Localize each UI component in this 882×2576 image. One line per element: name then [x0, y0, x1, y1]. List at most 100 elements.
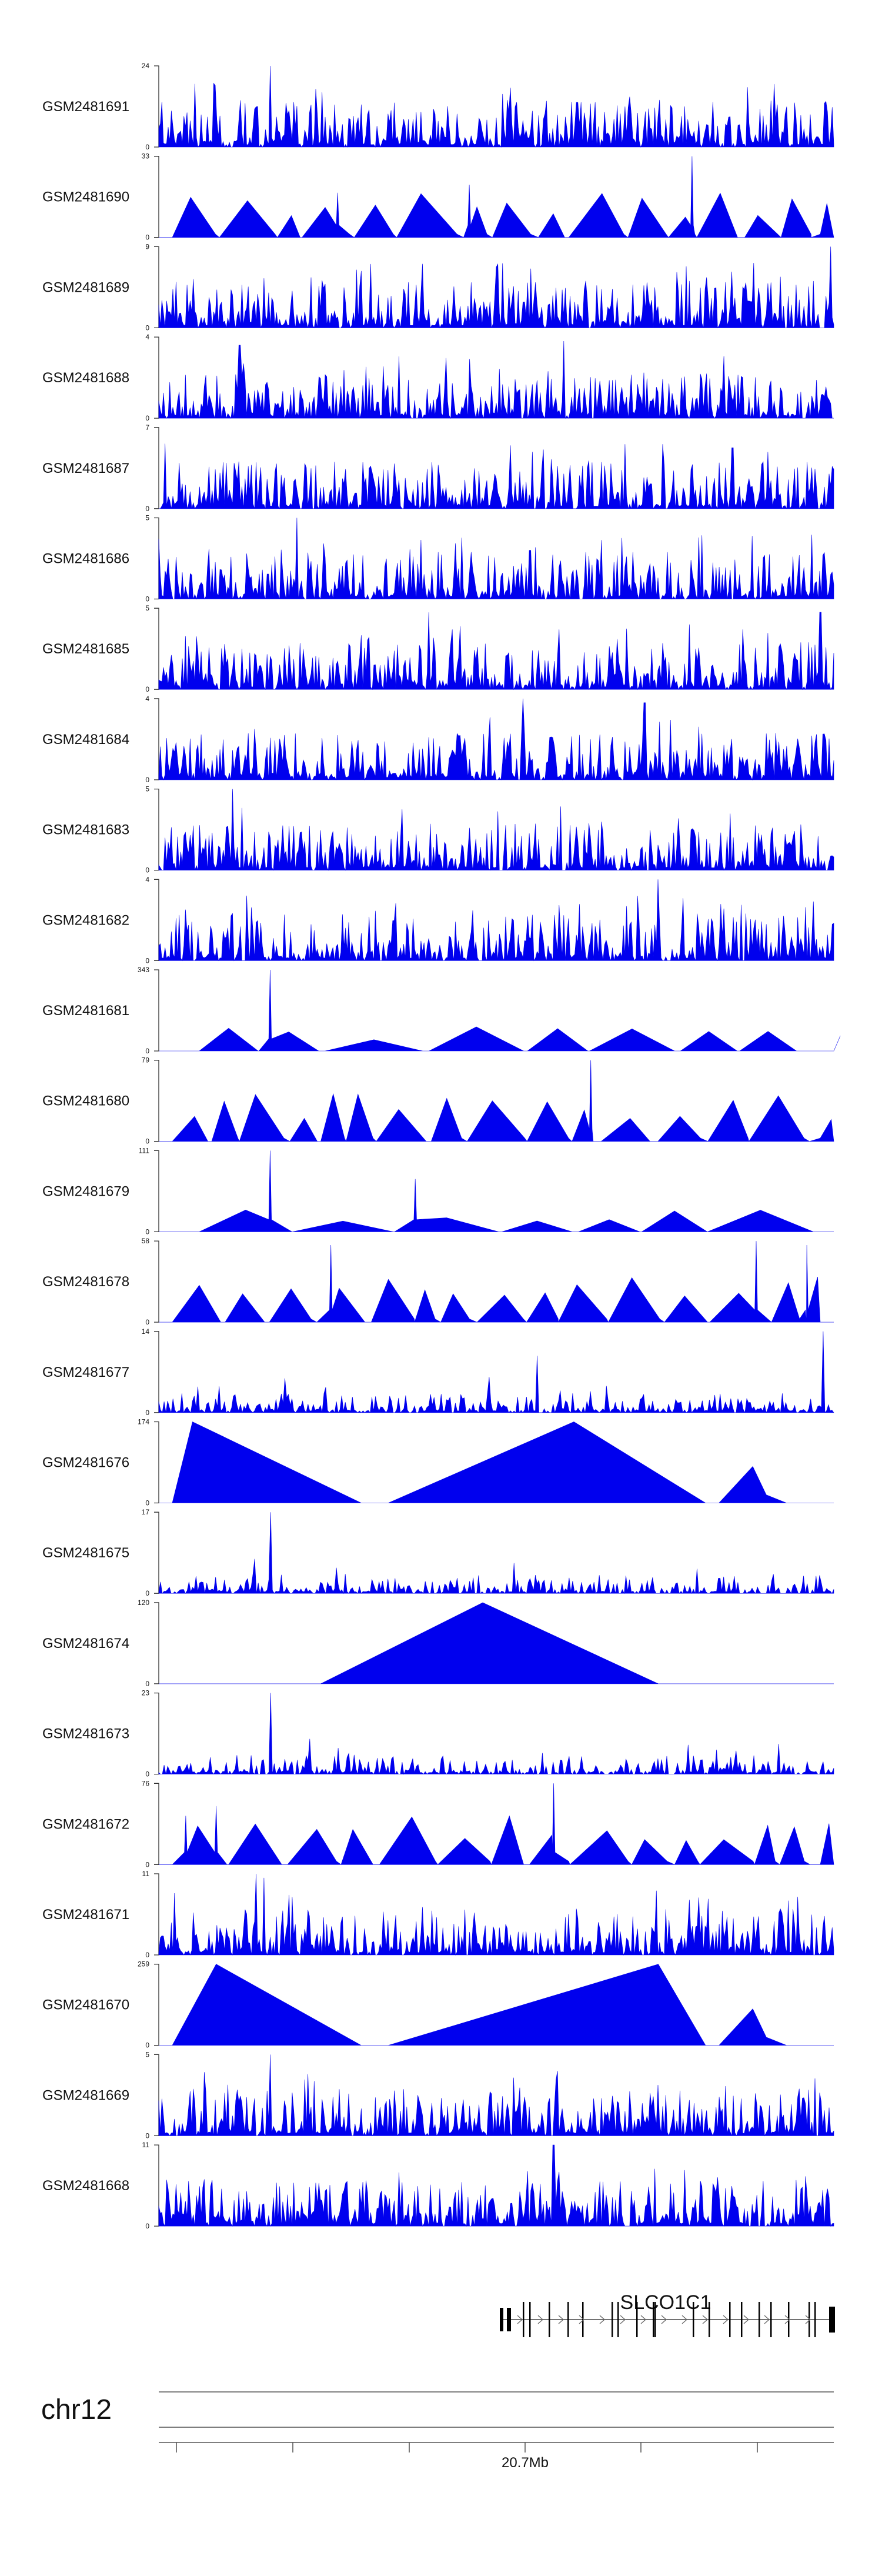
strand-arrow — [681, 2315, 687, 2324]
y-axis — [154, 1150, 159, 1233]
y-axis — [154, 246, 159, 329]
y-min-label: 0 — [145, 1047, 149, 1055]
y-axis — [154, 2144, 159, 2227]
strand-arrow — [661, 2315, 667, 2324]
signal-area — [158, 341, 834, 419]
strand-arrow — [558, 2315, 564, 2324]
y-max-label: 24 — [142, 62, 150, 70]
gene-exon — [693, 2302, 694, 2337]
y-axis — [154, 1692, 159, 1775]
gene-exon — [529, 2302, 531, 2337]
track-GSM2481676: GSM2481676 174 0 — [42, 1418, 834, 1507]
gene-exon — [709, 2302, 710, 2337]
gene-exon — [617, 2302, 619, 2337]
coordinate-ticks — [176, 2442, 758, 2452]
y-axis — [154, 1783, 159, 1865]
gene-exon — [788, 2302, 790, 2337]
signal-area — [158, 65, 834, 148]
track-label: GSM2481673 — [42, 1726, 129, 1742]
track-label: GSM2481685 — [42, 641, 129, 657]
y-max-label: 5 — [145, 604, 149, 612]
y-min-label: 0 — [145, 1589, 149, 1597]
y-max-label: 111 — [139, 1146, 150, 1154]
y-max-label: 58 — [142, 1237, 150, 1245]
track-GSM2481682: GSM2481682 4 0 — [42, 875, 834, 965]
track-label: GSM2481676 — [42, 1455, 129, 1471]
track-label: GSM2481687 — [42, 461, 129, 476]
y-max-label: 79 — [142, 1056, 150, 1065]
signal-area — [158, 2054, 834, 2137]
y-max-label: 5 — [145, 785, 149, 793]
track-GSM2481681: GSM2481681 343 0 — [42, 966, 841, 1055]
track-label: GSM2481690 — [42, 189, 129, 205]
chromosome-label: chr12 — [41, 2394, 112, 2425]
track-GSM2481675: GSM2481675 17 0 — [42, 1508, 834, 1597]
y-min-label: 0 — [145, 1770, 149, 1778]
gene-exon — [549, 2302, 550, 2337]
signal-area — [159, 1241, 834, 1323]
y-max-label: 4 — [145, 333, 149, 341]
y-max-label: 14 — [142, 1327, 150, 1336]
strand-arrow — [640, 2315, 646, 2324]
signal-area — [159, 1422, 834, 1503]
signal-area — [159, 1783, 834, 1866]
y-min-label: 0 — [145, 414, 149, 422]
gene-exon-utr — [500, 2308, 503, 2331]
strand-arrow — [805, 2315, 811, 2324]
signal-area — [158, 612, 834, 690]
track-label: GSM2481691 — [42, 99, 129, 115]
y-min-label: 0 — [145, 1227, 149, 1236]
y-max-label: 5 — [145, 514, 149, 522]
track-label: GSM2481684 — [42, 732, 129, 748]
y-axis — [154, 1602, 159, 1684]
track-GSM2481668: GSM2481668 11 0 — [42, 2141, 834, 2230]
track-label: GSM2481677 — [42, 1364, 129, 1380]
y-max-label: 9 — [145, 242, 149, 251]
signal-area — [158, 1331, 834, 1413]
y-max-label: 33 — [142, 152, 150, 161]
track-GSM2481679: GSM2481679 111 0 — [42, 1146, 834, 1236]
track-GSM2481671: GSM2481671 11 0 — [42, 1870, 834, 1959]
y-max-label: 174 — [138, 1418, 149, 1426]
gene-exon — [741, 2302, 743, 2337]
track-GSM2481683: GSM2481683 5 0 — [42, 785, 834, 875]
track-label: GSM2481672 — [42, 1816, 129, 1832]
track-label: GSM2481671 — [42, 1907, 129, 1923]
y-max-label: 343 — [138, 966, 149, 974]
track-GSM2481690: GSM2481690 33 0 — [42, 152, 834, 242]
coordinate-label: 20.7Mb — [502, 2455, 549, 2471]
gene-exon-utr — [507, 2308, 511, 2331]
track-GSM2481672: GSM2481672 76 0 — [42, 1779, 834, 1868]
track-label: GSM2481681 — [42, 1003, 129, 1019]
y-max-label: 11 — [142, 1870, 150, 1878]
y-min-label: 0 — [145, 323, 149, 332]
signal-area — [159, 1964, 834, 2046]
strand-arrow — [784, 2315, 790, 2324]
y-max-label: 120 — [138, 1599, 149, 1607]
track-label: GSM2481670 — [42, 1997, 129, 2013]
y-axis — [154, 336, 159, 419]
strand-arrow — [599, 2315, 605, 2324]
y-axis — [154, 2054, 159, 2137]
signal-tracks: GSM2481691240GSM2481690330GSM248168990GS… — [42, 62, 841, 2230]
track-GSM2481673: GSM2481673 23 0 — [42, 1689, 834, 1778]
track-label: GSM2481688 — [42, 370, 129, 386]
track-GSM2481677: GSM2481677 14 0 — [42, 1327, 834, 1417]
signal-area — [159, 969, 841, 1052]
track-GSM2481670: GSM2481670 259 0 — [42, 1960, 834, 2050]
track-label: GSM2481675 — [42, 1545, 129, 1561]
track-label: GSM2481686 — [42, 551, 129, 567]
track-GSM2481674: GSM2481674 120 0 — [42, 1599, 834, 1688]
signal-area — [158, 789, 834, 871]
gene-exon — [808, 2302, 810, 2337]
track-label: GSM2481678 — [42, 1274, 129, 1290]
y-min-label: 0 — [145, 1409, 149, 1417]
signal-area — [158, 1873, 834, 1956]
y-min-label: 0 — [145, 1499, 149, 1507]
track-label: GSM2481669 — [42, 2087, 129, 2103]
strand-arrow — [723, 2315, 729, 2324]
y-axis — [154, 1331, 159, 1413]
signal-area — [158, 1693, 834, 1775]
chromosome-axis: chr12 20.7Mb — [41, 2391, 834, 2471]
y-min-label: 0 — [145, 1951, 149, 1959]
